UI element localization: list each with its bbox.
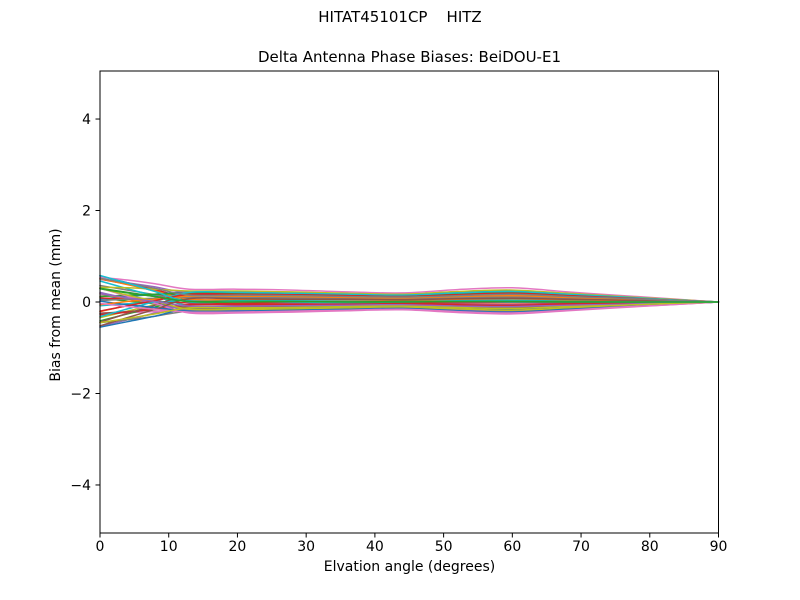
x-tick-label: 80 xyxy=(641,539,659,555)
y-axis-label: Bias from mean (mm) xyxy=(48,228,64,382)
x-tick-label: 20 xyxy=(229,539,247,555)
x-tick-label: 30 xyxy=(297,539,315,555)
y-tick-label: 0 xyxy=(82,295,91,311)
y-tick-label: −4 xyxy=(70,478,91,494)
x-tick-label: 0 xyxy=(96,539,105,555)
x-tick-label: 70 xyxy=(572,539,590,555)
x-tick-label: 90 xyxy=(710,539,728,555)
y-tick-label: 2 xyxy=(82,204,91,220)
bias-line-37 xyxy=(99,301,720,314)
bias-line-41 xyxy=(99,287,720,303)
figure-suptitle: HITAT45101CP HITZ xyxy=(318,8,482,26)
y-tick-label: 4 xyxy=(82,112,91,128)
x-axis-label: Elvation angle (degrees) xyxy=(323,559,496,575)
x-tick-label: 60 xyxy=(503,539,521,555)
bias-line-17 xyxy=(99,276,720,303)
y-axis-ticks: −4 −2 0 2 4 xyxy=(70,112,100,494)
x-tick-label: 40 xyxy=(366,539,384,555)
bias-line-35 xyxy=(99,293,720,308)
bias-line-38 xyxy=(99,277,720,303)
x-axis-ticks: 0 10 20 30 40 50 60 70 80 90 xyxy=(96,533,728,555)
y-tick-label: −2 xyxy=(70,386,91,402)
x-tick-label: 50 xyxy=(435,539,453,555)
series-lines xyxy=(99,274,720,328)
bias-line-36 xyxy=(99,297,720,327)
axes-title: Delta Antenna Phase Biases: BeiDOU-E1 xyxy=(258,48,561,66)
bias-line-39 xyxy=(99,301,720,324)
x-tick-label: 10 xyxy=(160,539,178,555)
